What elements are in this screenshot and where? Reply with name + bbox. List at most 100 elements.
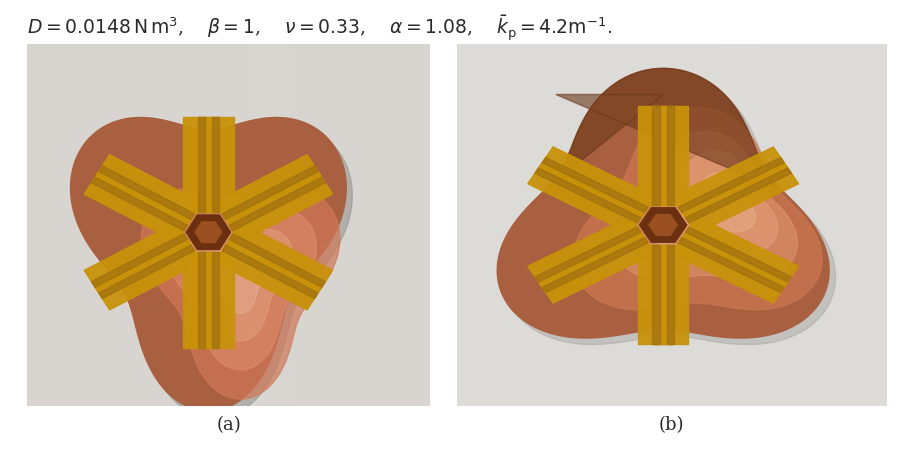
Bar [386, 45, 393, 406]
Polygon shape [653, 106, 688, 206]
Bar [257, 45, 265, 406]
Bar [769, 9, 779, 189]
Polygon shape [671, 147, 792, 223]
Bar [715, 45, 726, 226]
Polygon shape [197, 253, 205, 348]
Bar [329, 45, 337, 406]
Polygon shape [212, 117, 219, 213]
Polygon shape [84, 166, 195, 243]
Polygon shape [544, 69, 783, 192]
Bar [855, 0, 865, 132]
Polygon shape [99, 245, 195, 299]
Polygon shape [527, 217, 648, 293]
Polygon shape [535, 228, 641, 282]
Polygon shape [497, 69, 829, 338]
Polygon shape [535, 169, 641, 223]
Polygon shape [197, 117, 234, 213]
Polygon shape [197, 253, 234, 348]
Polygon shape [649, 215, 677, 236]
Bar [726, 38, 737, 218]
Polygon shape [573, 108, 822, 310]
Bar [865, 0, 876, 124]
Polygon shape [215, 234, 325, 310]
Polygon shape [142, 189, 340, 399]
Polygon shape [222, 166, 318, 220]
Text: $D = 0.0148\,\mathrm{N\,m}^3$,    $\beta = 1$,    $\nu = 0.33$,    $\alpha = 1.0: $D = 0.0148\,\mathrm{N\,m}^3$, $\beta = … [27, 14, 612, 43]
Polygon shape [653, 245, 660, 345]
Bar [758, 16, 769, 197]
Polygon shape [197, 117, 205, 213]
Bar [281, 45, 289, 406]
Bar [297, 45, 305, 406]
Polygon shape [84, 223, 195, 299]
Polygon shape [535, 228, 655, 304]
Polygon shape [640, 208, 686, 243]
Polygon shape [77, 125, 352, 418]
Bar [305, 45, 313, 406]
Polygon shape [667, 245, 674, 345]
Bar [377, 45, 386, 406]
Bar [353, 45, 361, 406]
Polygon shape [210, 249, 271, 313]
Bar [801, 0, 812, 168]
Polygon shape [504, 76, 835, 345]
Bar [833, 0, 844, 146]
Polygon shape [686, 228, 792, 282]
Polygon shape [183, 117, 219, 213]
Bar [289, 45, 297, 406]
Polygon shape [165, 209, 316, 370]
Bar [313, 45, 321, 406]
Polygon shape [215, 155, 325, 231]
Polygon shape [653, 106, 660, 206]
Polygon shape [186, 216, 230, 250]
Bar [345, 45, 353, 406]
Bar [321, 45, 329, 406]
Polygon shape [638, 245, 674, 345]
Polygon shape [91, 234, 202, 310]
Polygon shape [195, 222, 222, 243]
Polygon shape [542, 238, 648, 293]
Bar [265, 45, 272, 406]
Polygon shape [70, 118, 346, 411]
Bar [337, 45, 345, 406]
Polygon shape [615, 132, 797, 281]
Polygon shape [222, 223, 333, 299]
Bar [790, 0, 801, 175]
Polygon shape [678, 217, 799, 293]
Polygon shape [91, 178, 187, 231]
Bar [747, 23, 758, 204]
Polygon shape [99, 166, 195, 220]
Polygon shape [91, 155, 202, 231]
Bar [844, 0, 855, 139]
Bar [401, 45, 409, 406]
Polygon shape [222, 166, 333, 243]
Polygon shape [535, 147, 655, 223]
Bar [361, 45, 369, 406]
Polygon shape [212, 253, 219, 348]
Polygon shape [188, 230, 293, 341]
Polygon shape [667, 106, 674, 206]
Polygon shape [678, 158, 799, 234]
Polygon shape [678, 238, 784, 293]
Polygon shape [652, 152, 778, 254]
Polygon shape [222, 245, 318, 299]
Bar [737, 31, 747, 211]
Bar [393, 45, 401, 406]
Polygon shape [671, 228, 792, 304]
Polygon shape [683, 173, 756, 232]
Bar [779, 2, 790, 182]
Polygon shape [678, 158, 784, 213]
Bar [369, 45, 377, 406]
Bar [272, 45, 281, 406]
Polygon shape [653, 245, 688, 345]
Polygon shape [91, 234, 187, 288]
Bar [822, 0, 833, 153]
Bar [812, 0, 822, 161]
Polygon shape [542, 158, 648, 213]
Polygon shape [638, 106, 674, 206]
Polygon shape [229, 178, 325, 231]
Polygon shape [686, 169, 792, 223]
Text: (a): (a) [216, 415, 241, 433]
Text: (b): (b) [659, 415, 685, 433]
Polygon shape [527, 158, 648, 234]
